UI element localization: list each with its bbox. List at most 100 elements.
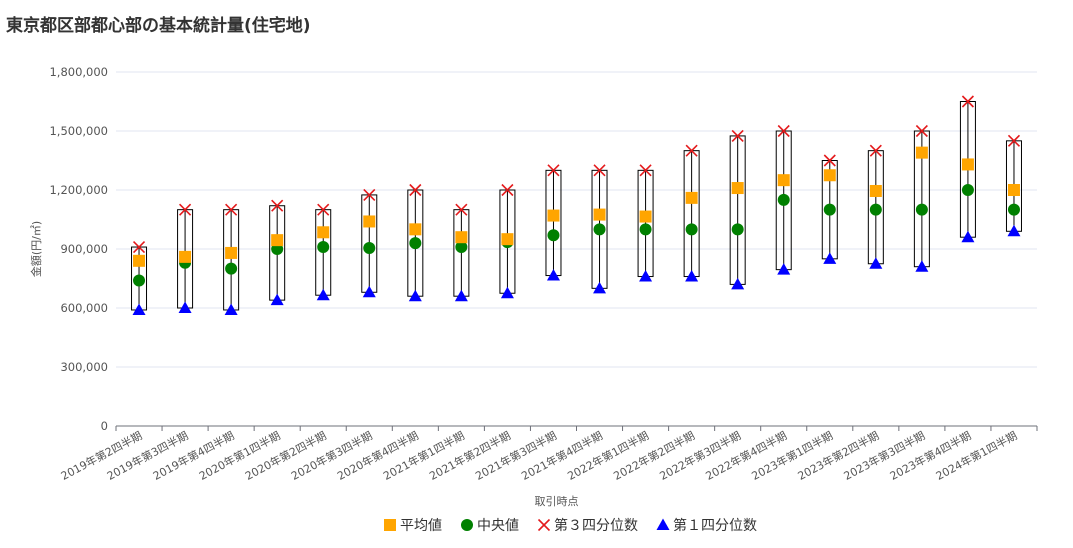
y-tick-label: 1,800,000 — [49, 65, 108, 79]
marker-triangle — [316, 288, 330, 301]
marker-square — [915, 146, 928, 159]
y-axis-label: 金額(円/㎡) — [29, 221, 43, 277]
marker-circle — [823, 203, 836, 216]
y-tick-label: 600,000 — [60, 301, 108, 315]
marker-square — [685, 191, 698, 204]
marker-square — [179, 250, 192, 263]
marker-square — [1007, 184, 1020, 196]
marker-circle — [593, 223, 606, 236]
marker-triangle — [546, 269, 560, 281]
marker-x — [639, 164, 652, 177]
x-tick-label: 2023年第1四半期 — [749, 428, 835, 483]
marker-x — [961, 95, 974, 108]
marker-triangle — [777, 263, 791, 275]
legend-label: 第３四分位数 — [554, 517, 638, 534]
marker-circle — [1007, 203, 1020, 216]
marker-triangle — [362, 285, 376, 298]
legend[interactable]: 平均値 中央値 第３四分位数 第１四分位数 — [384, 517, 757, 534]
x-tick-label: 2022年第3四半期 — [657, 428, 743, 483]
marker-circle — [685, 223, 698, 236]
marker-x — [363, 188, 376, 201]
x-tick-label: 2019年第3四半期 — [104, 428, 190, 483]
legend-marker-triangle — [656, 518, 670, 530]
chart-title: 東京都区部都心部の基本統計量(住宅地) — [6, 16, 311, 36]
legend-marker-circle — [461, 519, 473, 531]
legend-item[interactable]: 第１四分位数 — [656, 517, 758, 534]
marker-x — [685, 144, 698, 157]
marker-square — [869, 184, 882, 197]
x-tick-label: 2023年第4四半期 — [887, 428, 973, 483]
marker-circle — [455, 241, 468, 254]
legend-item[interactable]: 平均値 — [384, 518, 442, 534]
marker-triangle — [132, 303, 146, 315]
legend-item[interactable]: 中央値 — [461, 518, 519, 534]
x-tick-label: 2022年第1四半期 — [565, 428, 651, 483]
marker-triangle — [961, 230, 975, 243]
marker-x — [593, 164, 606, 177]
y-axis-ticks: 0 300,000 600,000 900,000 1,200,000 1,500,000… — [49, 65, 108, 433]
data-markers — [132, 95, 1021, 315]
legend-item[interactable]: 第３四分位数 — [537, 517, 639, 534]
marker-square — [317, 226, 330, 239]
marker-x — [869, 144, 882, 157]
marker-triangle — [454, 289, 468, 302]
marker-circle — [961, 184, 974, 196]
legend-label: 平均値 — [400, 518, 442, 534]
marker-triangle — [823, 252, 837, 264]
x-tick-label: 2021年第4四半期 — [519, 428, 605, 483]
marker-x — [132, 240, 146, 254]
marker-circle — [869, 203, 882, 216]
x-tick-label: 2024年第1四半期 — [933, 428, 1019, 483]
marker-x — [409, 183, 422, 197]
marker-x — [1007, 134, 1021, 147]
marker-square — [501, 233, 514, 246]
marker-circle — [317, 241, 330, 254]
marker-square — [731, 182, 744, 195]
marker-x — [455, 203, 468, 216]
legend-label: 第１四分位数 — [673, 517, 757, 534]
marker-triangle — [1007, 224, 1021, 237]
y-tick-label: 1,500,000 — [49, 124, 108, 138]
x-tick-label: 2019年第4四半期 — [150, 428, 236, 483]
legend-marker-x — [537, 518, 551, 532]
marker-circle — [133, 274, 146, 287]
marker-triangle — [500, 286, 514, 299]
marker-triangle — [224, 303, 238, 315]
y-tick-label: 900,000 — [60, 242, 108, 256]
marker-triangle — [408, 289, 422, 302]
marker-square — [961, 158, 974, 171]
marker-x — [915, 124, 928, 138]
marker-circle — [409, 237, 422, 250]
marker-circle — [639, 223, 652, 236]
x-tick-label: 2020年第2四半期 — [243, 428, 329, 483]
marker-circle — [547, 229, 560, 242]
marker-square — [271, 234, 284, 247]
marker-square — [547, 209, 560, 222]
y-tick-label: 1,200,000 — [49, 183, 108, 197]
y-tick-label: 300,000 — [60, 360, 108, 374]
marker-x — [777, 124, 790, 138]
marker-triangle — [869, 257, 883, 269]
marker-square — [409, 223, 422, 236]
marker-x — [271, 199, 284, 212]
marker-triangle — [593, 281, 607, 294]
x-tick-label: 2019年第2四半期 — [58, 428, 144, 483]
marker-circle — [731, 223, 744, 236]
marker-square — [639, 210, 652, 223]
marker-triangle — [178, 301, 192, 313]
marker-x — [547, 164, 560, 177]
marker-triangle — [685, 270, 699, 282]
y-tick-label: 0 — [101, 419, 108, 433]
marker-square — [777, 174, 790, 187]
marker-x — [317, 203, 330, 216]
iqr-boxes — [131, 101, 1022, 311]
marker-triangle — [639, 270, 653, 282]
legend-marker-square — [384, 519, 396, 531]
marker-circle — [915, 203, 928, 216]
marker-circle — [363, 242, 376, 255]
x-tick-label: 2020年第3四半期 — [289, 428, 375, 483]
x-tick-label: 2022年第2四半期 — [611, 428, 697, 483]
x-tick-label: 2021年第1四半期 — [381, 428, 467, 483]
marker-x — [179, 203, 192, 216]
